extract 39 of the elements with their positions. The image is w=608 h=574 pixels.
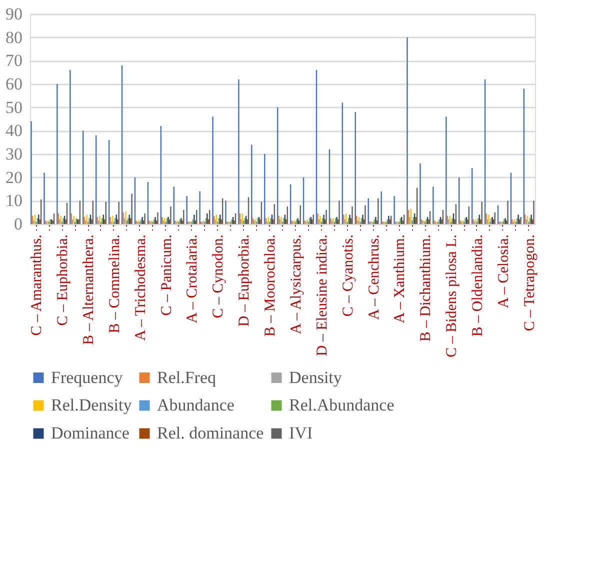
x-tick-label: B – Commelina. xyxy=(106,234,123,334)
x-tick-label: A – Alysicarpus. xyxy=(288,234,304,334)
x-tick-label: B – Moorochloa. xyxy=(262,234,279,337)
x-tick-label: C – Tetrapogon. xyxy=(522,234,538,332)
x-tick-label: B – Alternanthera. xyxy=(81,234,98,345)
legend-label: Rel.Density xyxy=(51,396,132,414)
legend-label: IVI xyxy=(289,424,313,442)
x-tick-label: B – Oldenlandia. xyxy=(470,234,486,337)
x-tick-label: C – Panicum. xyxy=(158,234,175,316)
legend-label: Frequency xyxy=(51,368,124,387)
y-tick-label: 0 xyxy=(14,214,22,234)
x-tick-label: C – Amaranthus. xyxy=(29,234,46,336)
x-tick-label: A – Celosia. xyxy=(496,234,512,308)
y-tick-label: 60 xyxy=(6,74,22,94)
y-tick-label: 80 xyxy=(6,28,22,47)
y-tick-label: 90 xyxy=(6,4,22,24)
y-tick-label: 20 xyxy=(6,168,22,187)
legend-label: Abundance xyxy=(157,396,234,414)
y-tick-label: 70 xyxy=(6,51,22,70)
x-tick-label: B – Dichanthium. xyxy=(418,234,434,342)
x-tick-label: D – Euphorbia. xyxy=(236,234,253,327)
x-tick-label: A – Crotalaria. xyxy=(184,234,201,324)
x-tick-label: A – Xanthium. xyxy=(392,234,408,324)
y-tick-label: 10 xyxy=(6,191,22,210)
x-tick-label: C – Euphorbia. xyxy=(55,234,72,326)
legend-label: Rel. dominance xyxy=(157,424,264,442)
x-tick-label: C – Bidens pilosa L. xyxy=(444,234,460,358)
legend-label: Density xyxy=(289,368,342,387)
y-tick-label: 50 xyxy=(6,98,22,117)
y-tick-label: 30 xyxy=(6,144,22,164)
y-tick-label: 40 xyxy=(6,121,22,140)
legend-label: Rel.Freq xyxy=(157,368,217,387)
legend-label: Dominance xyxy=(51,424,130,442)
legend-label: Rel.Abundance xyxy=(289,396,394,414)
x-tick-label: D – Eleusine indica. xyxy=(314,234,330,356)
x-tick-label: C – Cynodon. xyxy=(210,234,227,318)
x-tick-label: A – Trichodesma. xyxy=(132,234,149,341)
x-tick-label: C – Cyanotis. xyxy=(340,234,356,317)
x-tick-label: A – Cenchrus. xyxy=(366,234,382,320)
